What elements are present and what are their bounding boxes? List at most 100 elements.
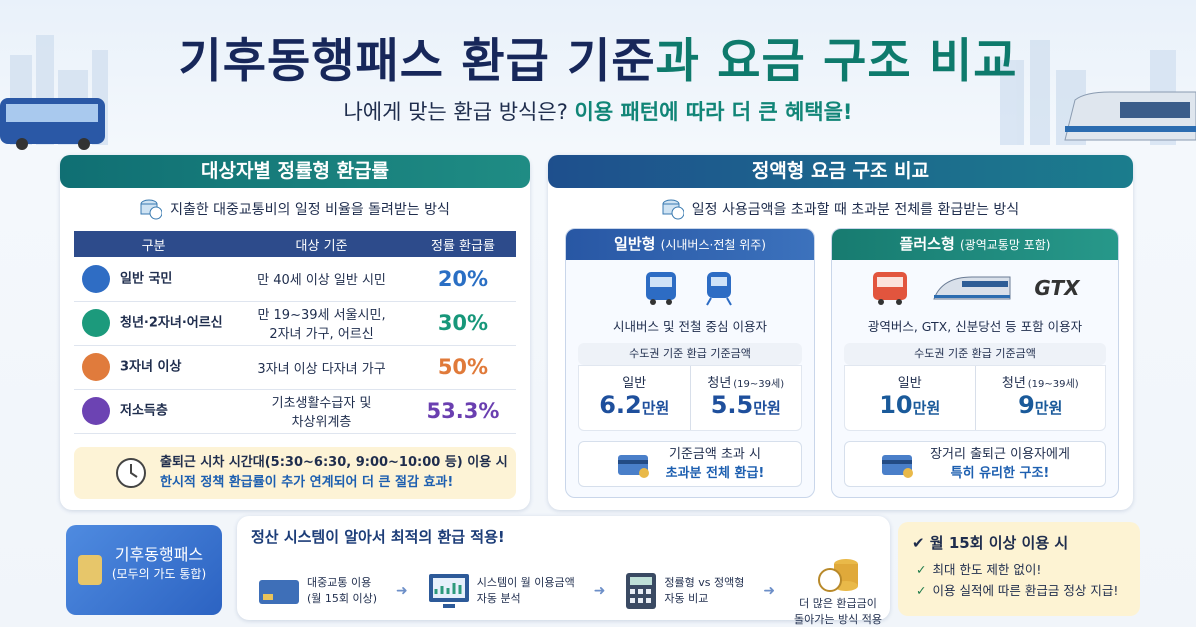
tier-label-row: 일반	[579, 372, 690, 391]
table-row: 저소득층 기초생활수급자 및 차상위계층 53.3%	[74, 389, 516, 434]
desc-text: 일정 사용금액을 초과할 때 초과분 전체를 환급받는 방식	[691, 202, 1020, 218]
benefit-title-row: ✔ 월 15회 이상 이용 시	[912, 534, 1069, 552]
step-icon	[259, 580, 299, 604]
table-cell: 3자녀 이상	[74, 345, 234, 390]
amount-value: 5.5	[710, 391, 754, 419]
rate-table: 구분 대상 기준 정률 환급률 일반 국민 만 40세 이상 일반 시민 20% 청년·2자…	[74, 231, 516, 434]
plan-scope: (광역교통망 포함)	[959, 238, 1051, 252]
plan-name: 일반형	[614, 235, 656, 253]
benefit-item: ✓ 최대 한도 제한 없이!	[912, 559, 1126, 580]
table-row: 3자녀 이상 3자녀 이상 다자녀 가구 50%	[74, 345, 516, 390]
plan-note: 장거리 출퇴근 이용자에게 특히 유리한 구조!	[844, 441, 1106, 487]
desc-text: 지출한 대중교통비의 일정 비율을 돌려받는 방식	[170, 202, 450, 218]
table-cell: 50%	[409, 345, 516, 390]
flow-box: 정산 시스템이 알아서 최적의 환급 적용! 대중교통 이용 (월 15회 이상)…	[237, 516, 890, 626]
table-row: 청년·2자녀·어르신 만 19~39세 서울시민, 2자녀 가구, 어르신 30%	[74, 301, 516, 346]
table-cell: 만 19~39세 서울시민, 2자녀 가구, 어르신	[233, 301, 410, 346]
plan-badge: GTX	[1034, 276, 1080, 300]
plan-users: 광역버스, GTX, 신분당선 등 포함 이용자	[867, 319, 1083, 334]
row-icon	[82, 353, 110, 381]
step-line: 자동 분석	[476, 592, 521, 605]
tier-age: (19~39세)	[733, 379, 785, 390]
table-cell: 청년·2자녀·어르신	[74, 301, 234, 346]
step-arrow: ➜	[593, 583, 606, 599]
benefit-text: 최대 한도 제한 없이!	[932, 562, 1042, 577]
note-line: 장거리 출퇴근 이용자에게	[930, 447, 1070, 462]
table-cell: 3자녀 이상 다자녀 가구	[233, 345, 410, 390]
base-label: 수도권 기준 환급 기준금액	[578, 343, 802, 365]
tier: 일반 6.2만원	[579, 366, 690, 430]
cell-text: 청년·2자녀·어르신	[120, 315, 223, 331]
train-icon	[933, 276, 1011, 300]
step-line: (월 15회 이상)	[307, 592, 378, 605]
cell-text: 만 40세 이상 일반 시민	[257, 273, 386, 289]
row-icon	[82, 264, 110, 293]
rate-value: 20%	[437, 266, 489, 291]
rate-value: 30%	[437, 311, 489, 335]
panel-desc: 지출한 대중교통비의 일정 비율을 돌려받는 방식	[60, 196, 530, 222]
note-line: 한시적 정책 환급률이 추가 연계되어 더 큰 절감 효과!	[160, 475, 454, 490]
table-cell: 20%	[409, 257, 516, 302]
column-header: 구분	[74, 231, 234, 257]
card-chip	[78, 555, 102, 585]
table-cell: 기초생활수급자 및 차상위계층	[233, 389, 410, 434]
table-cell: 저소득층	[74, 389, 234, 434]
cell-text: 3자녀 이상	[120, 359, 182, 375]
step-line: 자동 비교	[664, 592, 709, 605]
panel-title: 대상자별 정률형 환급률	[60, 155, 530, 188]
note-icon	[882, 455, 914, 478]
step-text: 시스템이 월 이용금액 자동 분석	[477, 575, 575, 607]
tier-amount: 5.5만원	[691, 391, 802, 419]
flow-step: 대중교통 이용 (월 15회 이상)	[257, 574, 377, 608]
step-arrow: ➜	[396, 583, 408, 599]
amount-value: 10	[879, 391, 913, 419]
step-icon	[428, 574, 469, 608]
table-cell: 만 40세 이상 일반 시민	[233, 257, 410, 302]
tier-label: 청년	[1001, 376, 1026, 391]
flow-step: 시스템이 월 이용금액 자동 분석	[427, 572, 575, 610]
tier-amount: 10만원	[845, 391, 975, 419]
skyline	[0, 35, 1196, 150]
tier-amount: 6.2만원	[579, 391, 690, 419]
step-icon	[626, 573, 657, 609]
step-arrow: ➜	[763, 583, 776, 599]
coin-icon	[662, 199, 684, 220]
benefit-item: ✓ 이용 실적에 따른 환급금 정상 지급!	[912, 580, 1126, 601]
column-header: 대상 기준	[233, 231, 410, 257]
plan-scope: (시내버스·전철 위주)	[660, 238, 766, 252]
table-body: 일반 국민 만 40세 이상 일반 시민 20% 청년·2자녀·어르신 만 19~39세…	[74, 257, 516, 434]
amount-value: 6.2	[599, 391, 642, 419]
tier-amount: 9만원	[976, 391, 1106, 419]
cell-text: 3자녀 이상 다자녀 가구	[257, 361, 386, 377]
plan-users: 시내버스 및 전철 중심 이용자	[613, 319, 767, 334]
check-mark: ✓	[916, 562, 927, 577]
amount-unit: 만원	[912, 399, 941, 417]
tier-label-row: 청년 (19~39세)	[976, 372, 1106, 391]
panel-desc: 일정 사용금액을 초과할 때 초과분 전체를 환급받는 방식	[548, 196, 1133, 222]
clock-icon	[116, 458, 146, 488]
tiers: 일반 10만원 청년 (19~39세) 9만원	[844, 365, 1106, 431]
tier-label: 일반	[897, 376, 922, 391]
subtitle-accent: 이용 패턴에 따라 더 큰 혜택을!	[574, 100, 853, 124]
tier-label: 일반	[622, 376, 647, 391]
rate-value: 53.3%	[426, 399, 500, 423]
check-mark: ✓	[916, 583, 927, 598]
step-icon	[818, 559, 858, 592]
tier-label-row: 청년 (19~39세)	[691, 372, 802, 391]
cell-text: 만 19~39세 서울시민, 2자녀 가구, 어르신	[257, 308, 386, 342]
plan-icons: GTX	[832, 260, 1118, 316]
fixed-panel: 정액형 요금 구조 비교 일정 사용금액을 초과할 때 초과분 전체를 환급받는…	[548, 155, 1133, 510]
step-text: 더 많은 환급금이 돌아가는 방식 적용	[794, 596, 882, 627]
table-head: 구분 대상 기준 정률 환급률	[74, 231, 516, 257]
step-line: 대중교통 이용	[307, 576, 372, 589]
note-text: 출퇴근 시차 시간대(5:30~6:30, 9:00~10:00 등) 이용 시…	[160, 453, 508, 493]
plan-note: 기준금액 초과 시 초과분 전체 환급!	[578, 441, 802, 487]
coin-icon	[140, 199, 163, 220]
benefit-box: ✔ 월 15회 이상 이용 시 ✓ 최대 한도 제한 없이! ✓ 이용 실적에 따른 …	[898, 522, 1140, 616]
bus-icon	[873, 272, 908, 305]
flow-steps: 대중교통 이용 (월 15회 이상) ➜ 시스템이 월 이용금액 자동 분석 ➜ 정률형 v…	[257, 554, 882, 627]
step-line: 정률형 vs 정액형	[664, 576, 745, 589]
title: 기후동행패스 환급 기준과 요금 구조 비교	[0, 22, 1196, 91]
